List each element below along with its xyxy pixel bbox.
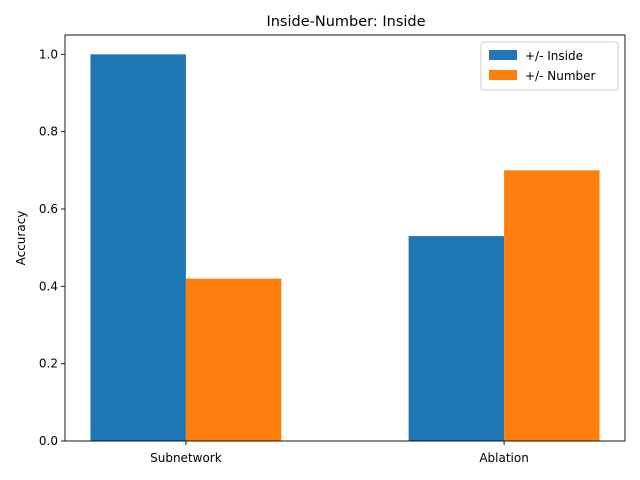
bar-2-subnetwork [185, 278, 282, 441]
chart-title: Inside-Number: Inside [266, 14, 425, 30]
y-tick-label: 1.0 [39, 47, 58, 61]
plot-frame [64, 34, 626, 442]
y-tick-label: 0.8 [39, 125, 58, 139]
y-tick-label: 0.4 [39, 279, 58, 293]
y-tick-label: 0.2 [39, 357, 58, 371]
legend: +/- Inside +/- Number [480, 41, 619, 91]
bar-1-ablation [408, 236, 505, 441]
x-tick-label: Ablation [479, 451, 529, 465]
legend-swatch [489, 70, 517, 80]
bar-2-ablation [504, 170, 600, 442]
legend-label: +/- Inside [525, 49, 583, 63]
y-axis-label: Accuracy [14, 211, 28, 266]
bar-1-subnetwork [90, 54, 186, 441]
y-tick-label: 0.6 [39, 202, 58, 216]
y-tick-label: 0.0 [39, 434, 58, 448]
legend-swatch [489, 50, 517, 60]
x-tick-label: Subnetwork [150, 451, 222, 465]
legend-label: +/- Number [525, 69, 596, 83]
